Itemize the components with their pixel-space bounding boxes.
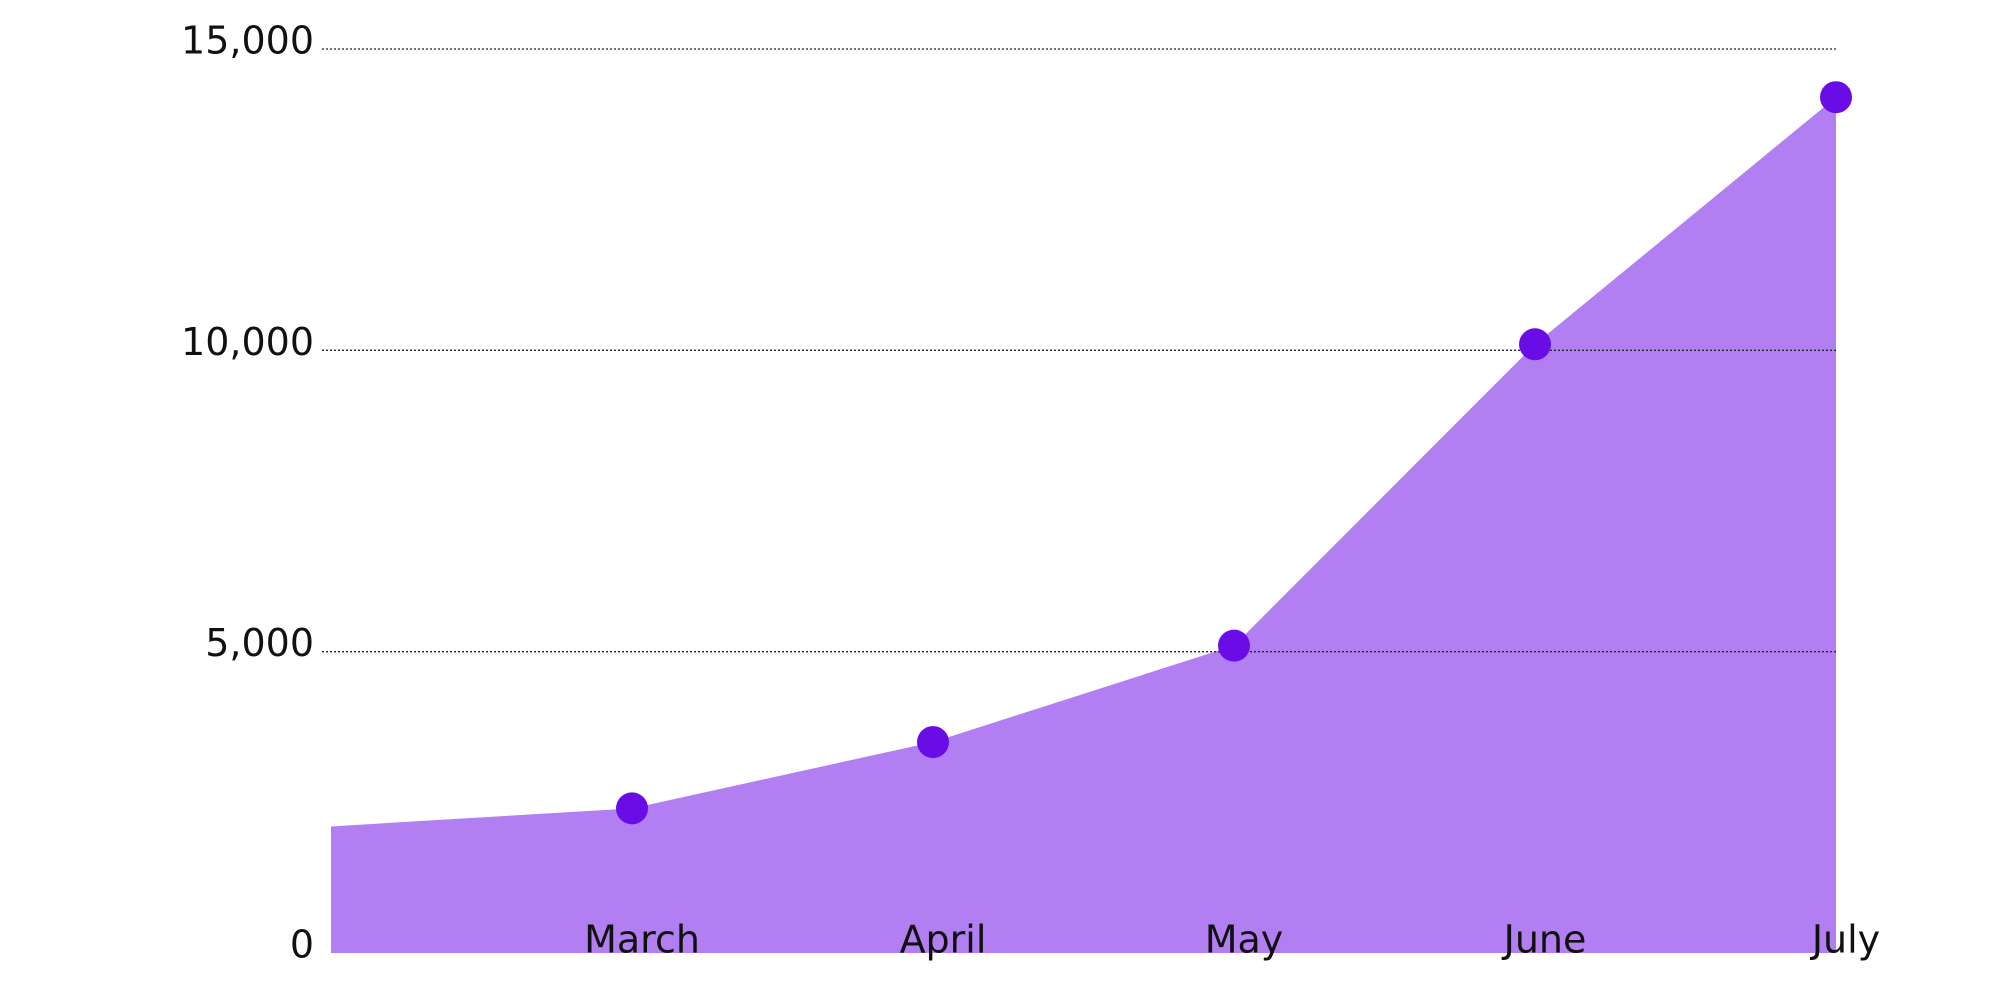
y-tick-label: 10,000 [181,320,314,364]
point [1218,629,1250,662]
x-tick-label: July [1810,918,1880,962]
point [1519,328,1551,361]
y-tick-label: 15,000 [181,19,314,63]
area [331,97,1836,954]
y-tick-label: 5,000 [205,621,314,665]
point [917,726,949,759]
point [1820,81,1852,114]
y-tick-label: 0 [290,923,314,967]
x-tick-label: March [584,918,700,962]
x-tick-label: May [1205,918,1284,962]
point [616,792,648,825]
x-tick-label: April [900,918,987,962]
x-tick-label: June [1502,918,1587,962]
